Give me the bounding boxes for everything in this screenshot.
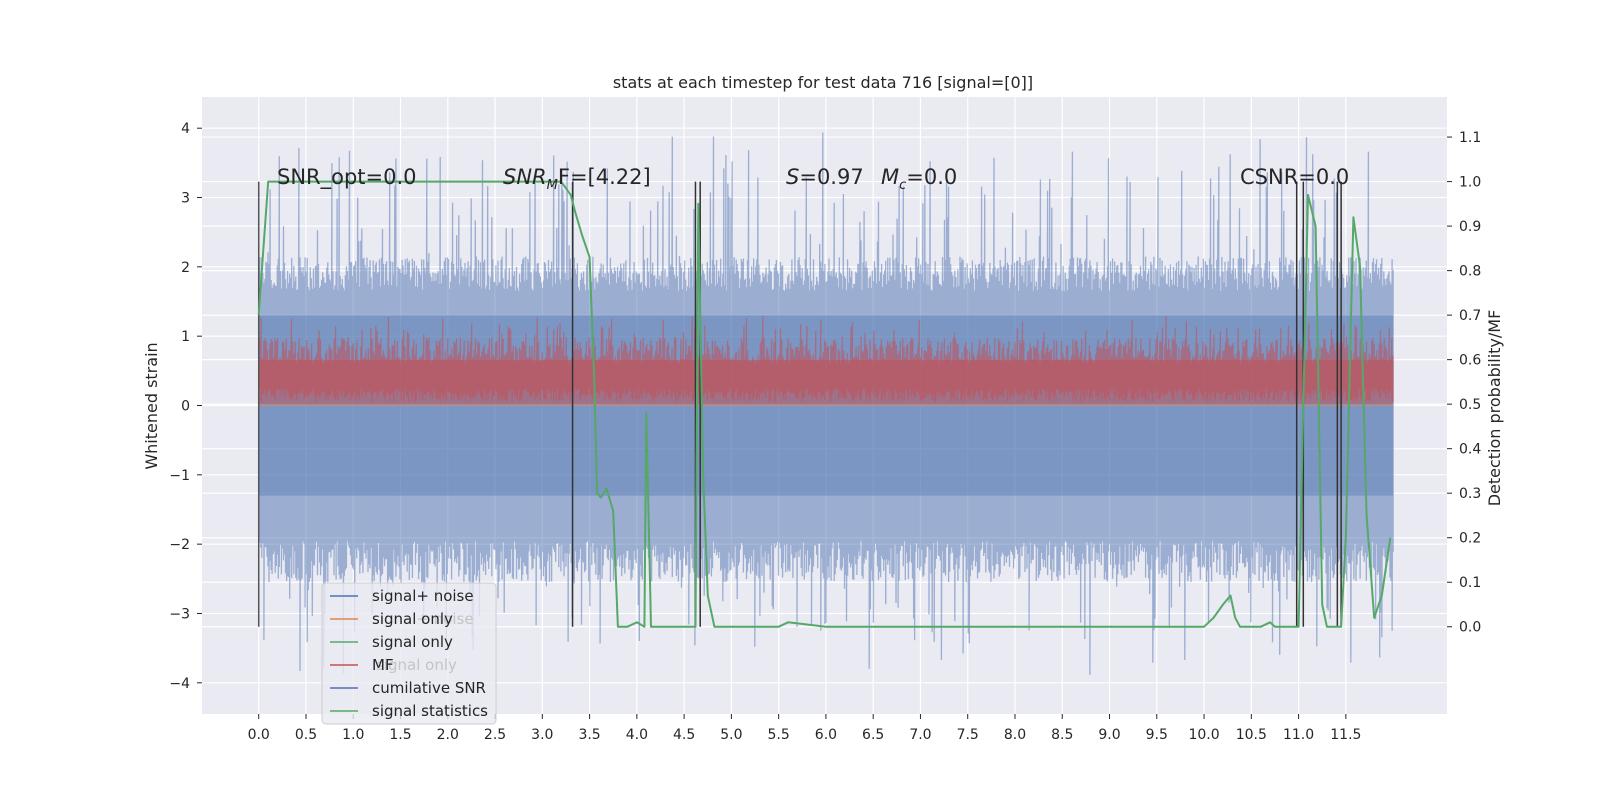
- y-axis-label-left: Whitened strain: [142, 342, 161, 469]
- signal-statistics-line: [257, 180, 1392, 628]
- y-left-tick-label: 0: [181, 399, 190, 415]
- y-left-tick-label: −4: [169, 676, 190, 692]
- vertical-markers: [257, 181, 1342, 627]
- snr-mf-sub: M: [547, 178, 558, 193]
- y-left-tick-label: 1: [181, 329, 190, 345]
- csnr-annotation: CSNR=0.0: [1240, 165, 1349, 189]
- chart-title: stats at each timestep for test data 716…: [613, 73, 1033, 92]
- mf-line: [258, 315, 1394, 402]
- x-tick-label: 8.5: [1051, 727, 1073, 743]
- mc-value: =0.0: [906, 165, 957, 189]
- y-right-tick-label: 0.4: [1459, 442, 1481, 458]
- s-value: =0.97: [799, 165, 863, 189]
- x-tick-label: 6.0: [815, 727, 837, 743]
- y-right-tick-label: 0.1: [1459, 575, 1481, 591]
- legend-label: signal statistics: [372, 702, 488, 720]
- legend-label: signal+ noise: [372, 587, 474, 605]
- y-right-tick-label: 1.0: [1459, 175, 1481, 191]
- x-tick-label: 5.0: [720, 727, 742, 743]
- legend-label: signal only: [372, 633, 453, 651]
- x-tick-label: 10.5: [1236, 727, 1267, 743]
- legend-ghost-label: signal+ noise: [372, 610, 474, 628]
- mc-annotation: Mc=0.0: [881, 165, 957, 193]
- snr-mf-prefix: SNR: [503, 165, 547, 189]
- x-tick-label: 7.5: [957, 727, 979, 743]
- y-right-tick-label: 0.6: [1459, 353, 1481, 369]
- x-tick-label: 2.0: [437, 727, 459, 743]
- x-tick-label: 8.0: [1004, 727, 1026, 743]
- y-right-tick-label: 0.9: [1459, 219, 1481, 235]
- x-tick-label: 10.0: [1188, 727, 1219, 743]
- s-prefix: S: [786, 165, 799, 189]
- x-tick-label: 3.5: [578, 727, 600, 743]
- y-left-tick-label: 4: [181, 121, 190, 137]
- legend-ghost-label: signal statistics: [372, 702, 488, 720]
- s-annotation: S=0.97: [786, 165, 864, 189]
- annotations: SNR_opt=0.0 SNRMF=[4.22] S=0.97 Mc=0.0 C…: [277, 165, 1349, 193]
- x-tick-label: 5.5: [768, 727, 790, 743]
- y-right-tick-label: 0.7: [1459, 308, 1481, 324]
- x-tick-label: 1.5: [389, 727, 411, 743]
- x-tick-label: 9.0: [1098, 727, 1120, 743]
- legend-label: signal only: [372, 610, 453, 628]
- mc-prefix: M: [881, 165, 899, 189]
- x-tick-label: 4.0: [626, 727, 648, 743]
- mc-sub: c: [899, 178, 906, 193]
- x-tick-label: 11.5: [1330, 727, 1361, 743]
- axis-ticks: 0.0 0.5 1.0 1.5 2.0 2.5 3.0 3.5 4.0 4.5 5.0 5.5 6.0 6…: [169, 121, 1481, 743]
- y-left-tick-label: 2: [181, 260, 190, 276]
- y-right-tick-label: 0.0: [1459, 620, 1481, 636]
- legend-label: MF: [372, 656, 394, 674]
- y-axis-label-right: Detection probability/MF: [1485, 310, 1504, 507]
- x-tick-label: 9.5: [1146, 727, 1168, 743]
- snr-opt-annotation: SNR_opt=0.0: [277, 165, 417, 190]
- x-tick-label: 0.5: [295, 727, 317, 743]
- y-right-tick-label: 0.5: [1459, 397, 1481, 413]
- x-tick-label: 2.5: [484, 727, 506, 743]
- y-right-tick-label: 0.8: [1459, 264, 1481, 280]
- mf-series: [258, 315, 1394, 405]
- y-left-tick-label: −1: [169, 468, 190, 484]
- snr-mf-annotation: SNRMF=[4.22]: [503, 165, 651, 193]
- y-left-tick-label: −2: [169, 537, 190, 553]
- y-left-tick-label: −3: [169, 606, 190, 622]
- x-tick-label: 0.0: [248, 727, 270, 743]
- signal-noise-line: [258, 132, 1394, 675]
- legend-box: [321, 582, 497, 725]
- y-right-tick-label: 0.2: [1459, 531, 1481, 547]
- x-tick-label: 3.0: [531, 727, 553, 743]
- x-tick-label: 4.5: [673, 727, 695, 743]
- y-right-tick-label: 1.1: [1459, 130, 1481, 146]
- x-tick-label: 7.0: [909, 727, 931, 743]
- legend-label: cumilative SNR: [372, 679, 486, 697]
- snr-mf-suffix: F=[4.22]: [558, 165, 651, 189]
- y-right-tick-label: 0.3: [1459, 486, 1481, 502]
- signal-statistics-series: [257, 180, 1392, 628]
- x-tick-label: 1.0: [342, 727, 364, 743]
- x-tick-label: 6.5: [862, 727, 884, 743]
- legend-ghost-label: signal only: [376, 656, 457, 674]
- x-tick-label: 11.0: [1283, 727, 1314, 743]
- y-left-tick-label: 3: [181, 191, 190, 207]
